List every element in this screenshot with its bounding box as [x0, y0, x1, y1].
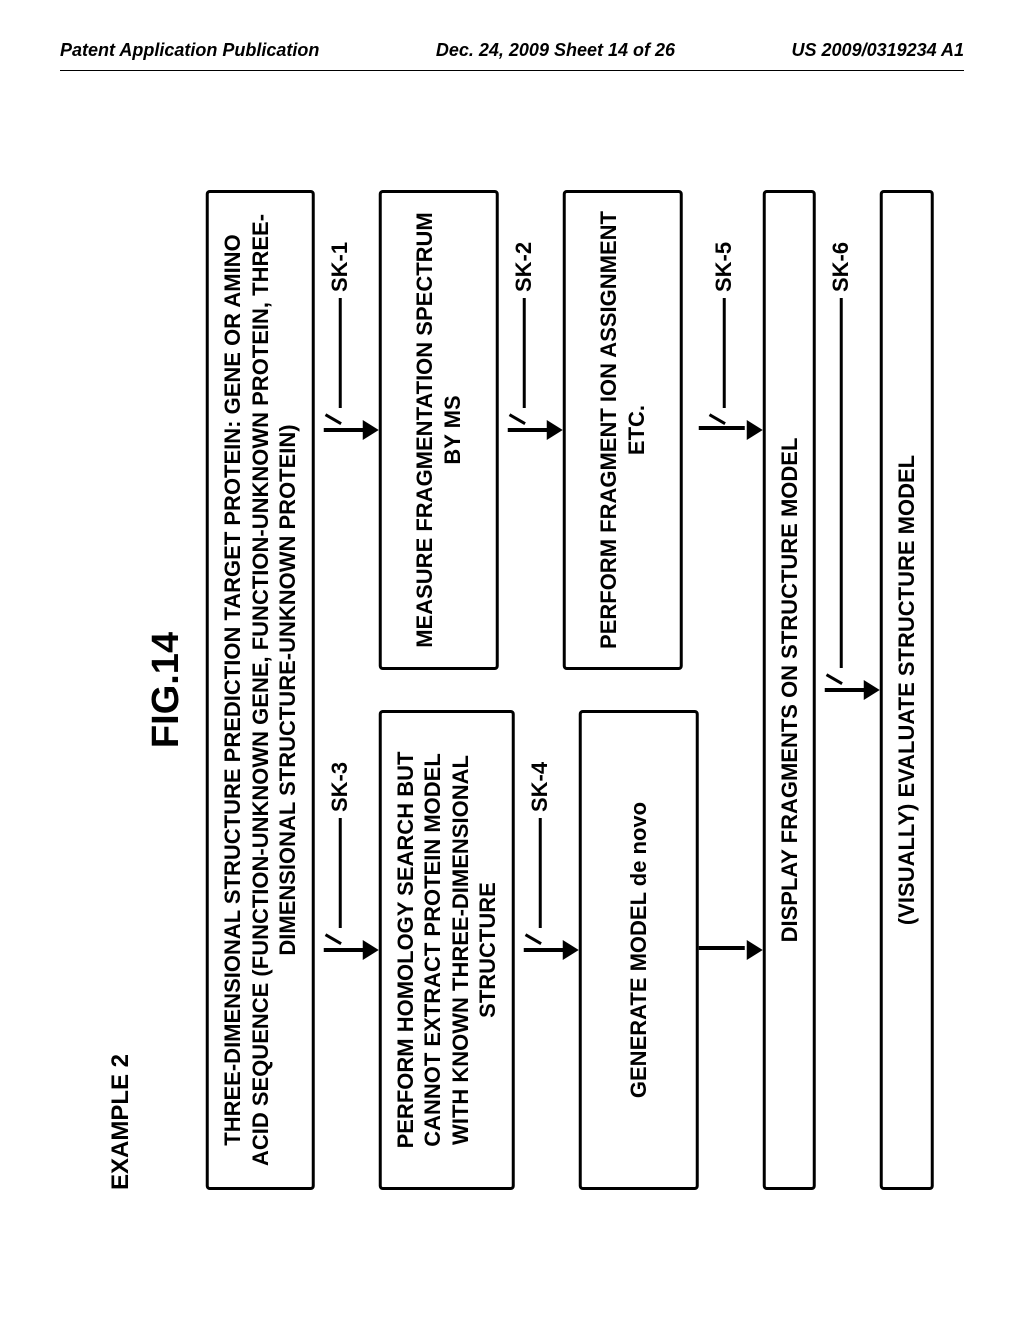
label-sk6: SK-6: [828, 242, 854, 292]
leader-line: [538, 818, 541, 928]
arrow-sk3: SK-3: [314, 710, 378, 1190]
leader-slash: [524, 933, 541, 945]
leader-slash: [324, 933, 341, 945]
leader-line: [722, 298, 725, 408]
box-sk6: (VISUALLY) EVALUATE STRUCTURE MODEL: [880, 190, 934, 1190]
label-sk2: SK-2: [510, 242, 536, 292]
label-sk4: SK-4: [526, 762, 552, 812]
leader-line: [522, 298, 525, 408]
label-sk3: SK-3: [326, 762, 352, 812]
arrow-head-icon: [546, 420, 562, 440]
box-sk4: GENERATE MODEL de novo: [578, 710, 698, 1190]
arrow-head-icon: [864, 680, 880, 700]
header-right: US 2009/0319234 A1: [792, 40, 964, 61]
arrow-line: [698, 946, 744, 950]
figure-title: FIG.14: [145, 170, 188, 1210]
arrow-head-icon: [362, 940, 378, 960]
leader-line: [338, 298, 341, 408]
arrow-sk6: SK-6: [816, 190, 880, 1190]
arrow-sk4: SK-4: [514, 710, 578, 1190]
header-left: Patent Application Publication: [60, 40, 319, 61]
leader-line: [338, 818, 341, 928]
header-rule: [60, 70, 964, 71]
box-top: THREE-DIMENSIONAL STRUCTURE PREDICTION T…: [206, 190, 315, 1190]
box-sk3: PERFORM HOMOLOGY SEARCH BUT CANNOT EXTRA…: [378, 710, 514, 1190]
arrow-head-icon: [362, 420, 378, 440]
label-sk1: SK-1: [326, 242, 352, 292]
flowchart: EXAMPLE 2 FIG.14 THREE-DIMENSIONAL STRUC…: [107, 170, 934, 1210]
box-sk2: PERFORM FRAGMENT ION ASSIGNMENT ETC.: [562, 190, 682, 670]
arrow-line: [698, 426, 744, 430]
arrow-sk1: SK-1: [314, 190, 378, 670]
leader-slash: [508, 413, 525, 425]
leader-slash: [826, 673, 843, 685]
page: Patent Application Publication Dec. 24, …: [0, 0, 1024, 1320]
arrow-head-icon: [746, 940, 762, 960]
arrow-head-icon: [562, 940, 578, 960]
leader-slash: [324, 413, 341, 425]
arrow-head-icon: [746, 420, 762, 440]
box-sk1: MEASURE FRAGMENTATION SPECTRUM BY MS: [378, 190, 498, 670]
arrow-sk5: SK-5: [698, 190, 762, 1190]
figure-container: EXAMPLE 2 FIG.14 THREE-DIMENSIONAL STRUC…: [107, 170, 934, 1210]
example-label: EXAMPLE 2: [107, 170, 135, 1190]
box-sk5: DISPLAY FRAGMENTS ON STRUCTURE MODEL: [762, 190, 816, 1190]
leader-line: [840, 298, 843, 668]
right-branch: SK-1 MEASURE FRAGMENTATION SPECTRUM BY M…: [314, 190, 698, 670]
label-sk5: SK-5: [710, 242, 736, 292]
branch-row: SK-3 PERFORM HOMOLOGY SEARCH BUT CANNOT …: [314, 170, 698, 1210]
left-branch: SK-3 PERFORM HOMOLOGY SEARCH BUT CANNOT …: [314, 710, 698, 1190]
header-center: Dec. 24, 2009 Sheet 14 of 26: [319, 40, 791, 61]
page-header: Patent Application Publication Dec. 24, …: [60, 40, 964, 61]
leader-slash: [708, 413, 725, 425]
arrow-sk2: SK-2: [498, 190, 562, 670]
